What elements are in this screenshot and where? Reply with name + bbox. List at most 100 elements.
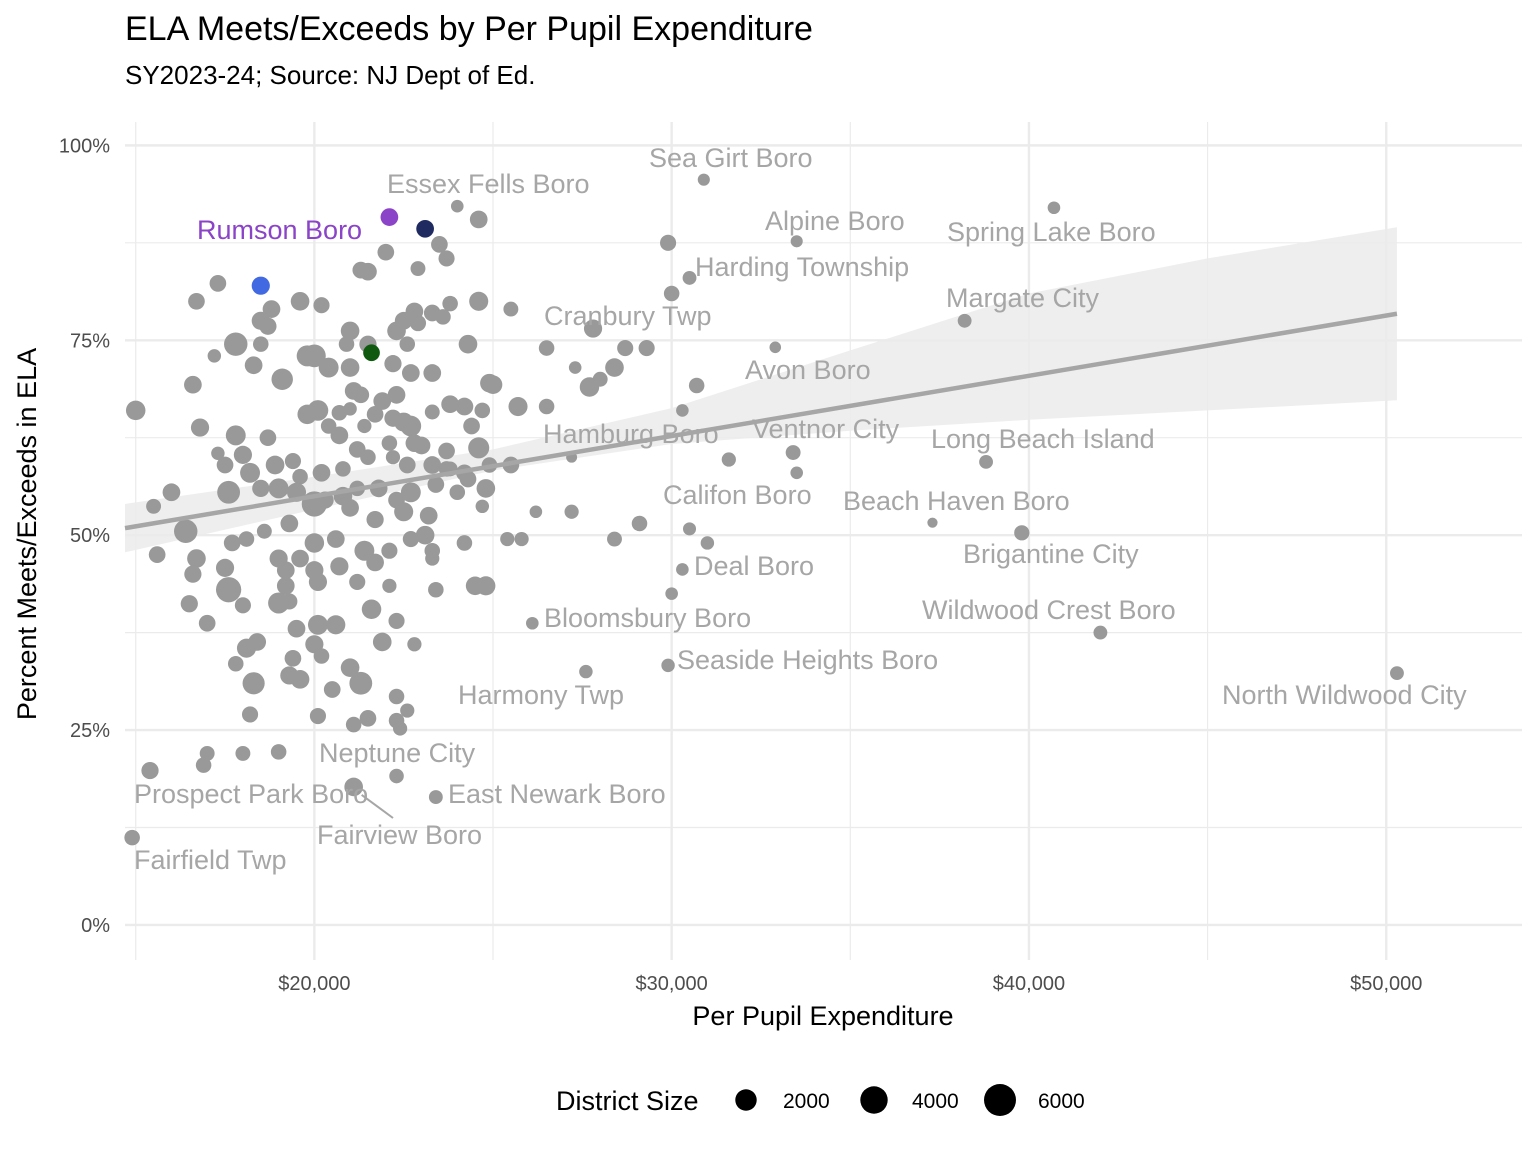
point-label: Essex Fells Boro [387,169,590,199]
data-point [211,446,225,461]
point-label: Seaside Heights Boro [677,645,938,675]
data-point [431,236,448,253]
x-tick-label: $50,000 [1350,973,1422,995]
data-point [400,482,421,503]
data-point [330,557,349,576]
highlight-point [251,276,270,295]
point-label: Long Beach Island [931,424,1155,454]
point-label: North Wildwood City [1222,680,1467,710]
legend-label: 4000 [912,1090,959,1113]
data-point [381,542,398,559]
data-point [290,291,310,311]
point-label: Fairfield Twp [134,845,287,875]
data-point [242,672,265,695]
data-point [276,576,295,595]
data-point [514,531,529,547]
data-point [307,614,328,635]
labeled-point [1390,666,1404,681]
data-point [676,404,689,417]
data-point [398,456,416,474]
data-point [284,453,301,470]
data-point [463,417,480,435]
data-point [198,614,216,632]
data-point [238,531,255,547]
labeled-point [1047,201,1061,215]
point-label: Neptune City [319,738,476,768]
labeled-point [526,616,539,630]
data-point [209,275,227,292]
data-point [476,576,496,596]
data-point [435,309,451,325]
labeled-point [785,445,801,460]
labeled-point [124,829,140,846]
data-point [424,404,440,420]
labeled-point [661,658,675,673]
data-point [184,375,202,394]
data-point [252,479,270,497]
point-label: Bloomsbury Boro [544,603,751,633]
data-point [381,435,398,451]
data-point [125,400,146,421]
data-point [607,531,622,547]
data-point [357,418,372,434]
data-point [402,530,419,548]
data-point [174,519,198,543]
data-point [631,515,648,532]
data-point [638,340,655,357]
labeled-point [428,790,443,805]
data-point [225,425,246,446]
labeled-point [682,270,697,285]
data-point [399,336,416,352]
data-point [538,340,555,356]
point-label: Margate City [946,283,1100,313]
data-point [423,456,442,474]
data-point [441,395,459,414]
point-label: Alpine Boro [765,206,905,236]
data-point [265,455,285,475]
labeled-point [579,664,593,679]
data-point [438,250,455,267]
legend-key [860,1086,888,1114]
labeled-point [979,454,993,469]
labeled-point [450,199,464,213]
data-point [343,402,357,416]
data-point [253,336,269,352]
legend: District Size 2000 4000 6000 [556,1084,1085,1116]
data-point [503,301,519,317]
data-point [309,707,326,725]
data-point [456,535,473,551]
data-point [500,531,515,547]
point-label: Spring Lake Boro [947,217,1156,247]
data-point [352,386,370,404]
point-label: Sea Girt Boro [649,143,813,173]
data-point [568,361,582,374]
labeled-point [676,563,689,576]
data-point [366,405,384,423]
data-point [330,426,349,445]
data-point [341,499,359,517]
labeled-point [583,319,603,338]
data-point [296,345,318,367]
data-point [790,466,803,480]
data-point [215,577,242,603]
trend-line-group [124,311,1398,531]
data-point [271,368,293,390]
data-point [394,502,414,522]
data-point [180,595,198,613]
data-point [340,358,360,377]
data-point [340,658,360,677]
data-point [529,505,543,519]
data-point [468,437,490,459]
point-label: Rumson Boro [197,215,362,245]
data-point [190,418,210,437]
point-label: East Newark Boro [448,779,666,809]
data-point [387,321,406,341]
labeled-point [344,777,363,797]
legend-key [984,1084,1016,1116]
point-label: Brigantine City [963,539,1139,569]
data-point [281,593,298,610]
labeled-point [927,517,938,528]
x-axis-title: Per Pupil Expenditure [692,1001,953,1031]
point-label: Avon Boro [745,355,871,385]
